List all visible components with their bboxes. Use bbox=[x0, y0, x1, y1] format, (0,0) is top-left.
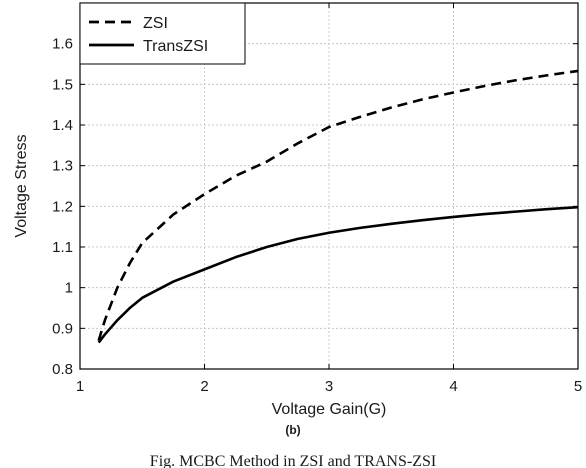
y-tick-label: 1.1 bbox=[52, 239, 73, 256]
y-tick-label: 0.9 bbox=[52, 320, 73, 337]
y-tick-label: 1.3 bbox=[52, 158, 73, 175]
x-tick-label: 5 bbox=[574, 378, 582, 395]
x-tick-label: 4 bbox=[449, 378, 457, 395]
series-layer bbox=[97, 69, 579, 344]
figure-caption: Fig. MCBC Method in ZSI and TRANS-ZSI bbox=[150, 453, 436, 468]
y-tick-label: 1.6 bbox=[52, 36, 73, 53]
legend: ZSI TransZSI bbox=[79, 2, 246, 65]
legend-box bbox=[79, 2, 246, 65]
y-tick-labels: 0.8 0.9 1 1.1 1.2 1.3 1.4 1.5 1.6 bbox=[52, 36, 73, 378]
x-tick-label: 2 bbox=[200, 378, 208, 395]
series-line-transzsi bbox=[97, 205, 579, 344]
x-tick-label: 3 bbox=[325, 378, 333, 395]
series-line-zsi bbox=[97, 69, 579, 341]
y-tick-label: 0.8 bbox=[52, 361, 73, 378]
x-tick-label: 1 bbox=[76, 378, 84, 395]
x-tick-labels: 1 2 3 4 5 bbox=[76, 378, 582, 395]
legend-label-zsi: ZSI bbox=[143, 15, 168, 32]
y-tick-label: 1.2 bbox=[52, 198, 73, 215]
legend-label-transzsi: TransZSI bbox=[143, 38, 208, 55]
y-tick-label: 1.4 bbox=[52, 117, 73, 134]
figure-sublabel: (b) bbox=[285, 423, 300, 437]
y-tick-label: 1 bbox=[65, 280, 73, 297]
x-axis-label: Voltage Gain(G) bbox=[272, 401, 387, 418]
y-axis-label: Voltage Stress bbox=[13, 134, 30, 237]
y-tick-label: 1.5 bbox=[52, 76, 73, 93]
